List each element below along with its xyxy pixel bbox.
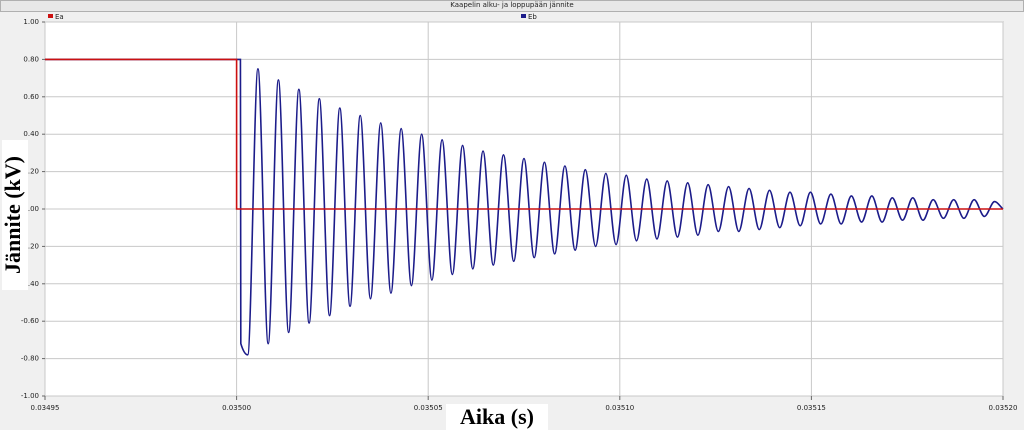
y-tick-label: 0.20 — [23, 168, 39, 176]
line-series — [45, 58, 1004, 356]
legend-swatch — [521, 14, 526, 18]
x-tick-label: 0.03505 — [414, 404, 443, 412]
x-tick-label: 0.03520 — [989, 404, 1018, 412]
y-axis-label: Jännite (kV) — [0, 156, 25, 274]
legend-label: Eb — [528, 13, 537, 21]
x-axis-label: Aika (s) — [460, 404, 534, 429]
series-group — [45, 58, 1004, 356]
x-tick-label: 0.03500 — [222, 404, 251, 412]
y-tick-label: -0.60 — [21, 317, 39, 325]
y-tick-label: 1.00 — [23, 18, 39, 26]
chart-title: Kaapelin alku- ja loppupään jännite — [450, 1, 573, 9]
y-tick-label: -1.00 — [21, 392, 39, 400]
x-tick-label: 0.03515 — [797, 404, 826, 412]
y-tick-label: 0.40 — [23, 130, 39, 138]
x-tick-label: 0.03510 — [605, 404, 634, 412]
y-tick-label: -0.80 — [21, 355, 39, 363]
y-tick-label: -0.40 — [21, 280, 39, 288]
legend: Ea Eb — [48, 13, 537, 21]
x-tick-label: 0.03495 — [31, 404, 60, 412]
y-tick-label: -0.20 — [21, 242, 39, 250]
legend-swatch — [48, 14, 53, 18]
legend-label: Ea — [55, 13, 64, 21]
x-label-bg — [446, 404, 548, 430]
y-label-bg — [2, 140, 28, 290]
ticks: 1.00 0.80 0.60 0.40 0.20 0.00 -0.20 -0.40 -0.60 -… — [21, 18, 1018, 412]
y-tick-label: 0.00 — [23, 205, 39, 213]
y-tick-label: 0.80 — [23, 55, 39, 63]
y-tick-label: 0.60 — [23, 93, 39, 101]
line-series — [45, 58, 1003, 210]
